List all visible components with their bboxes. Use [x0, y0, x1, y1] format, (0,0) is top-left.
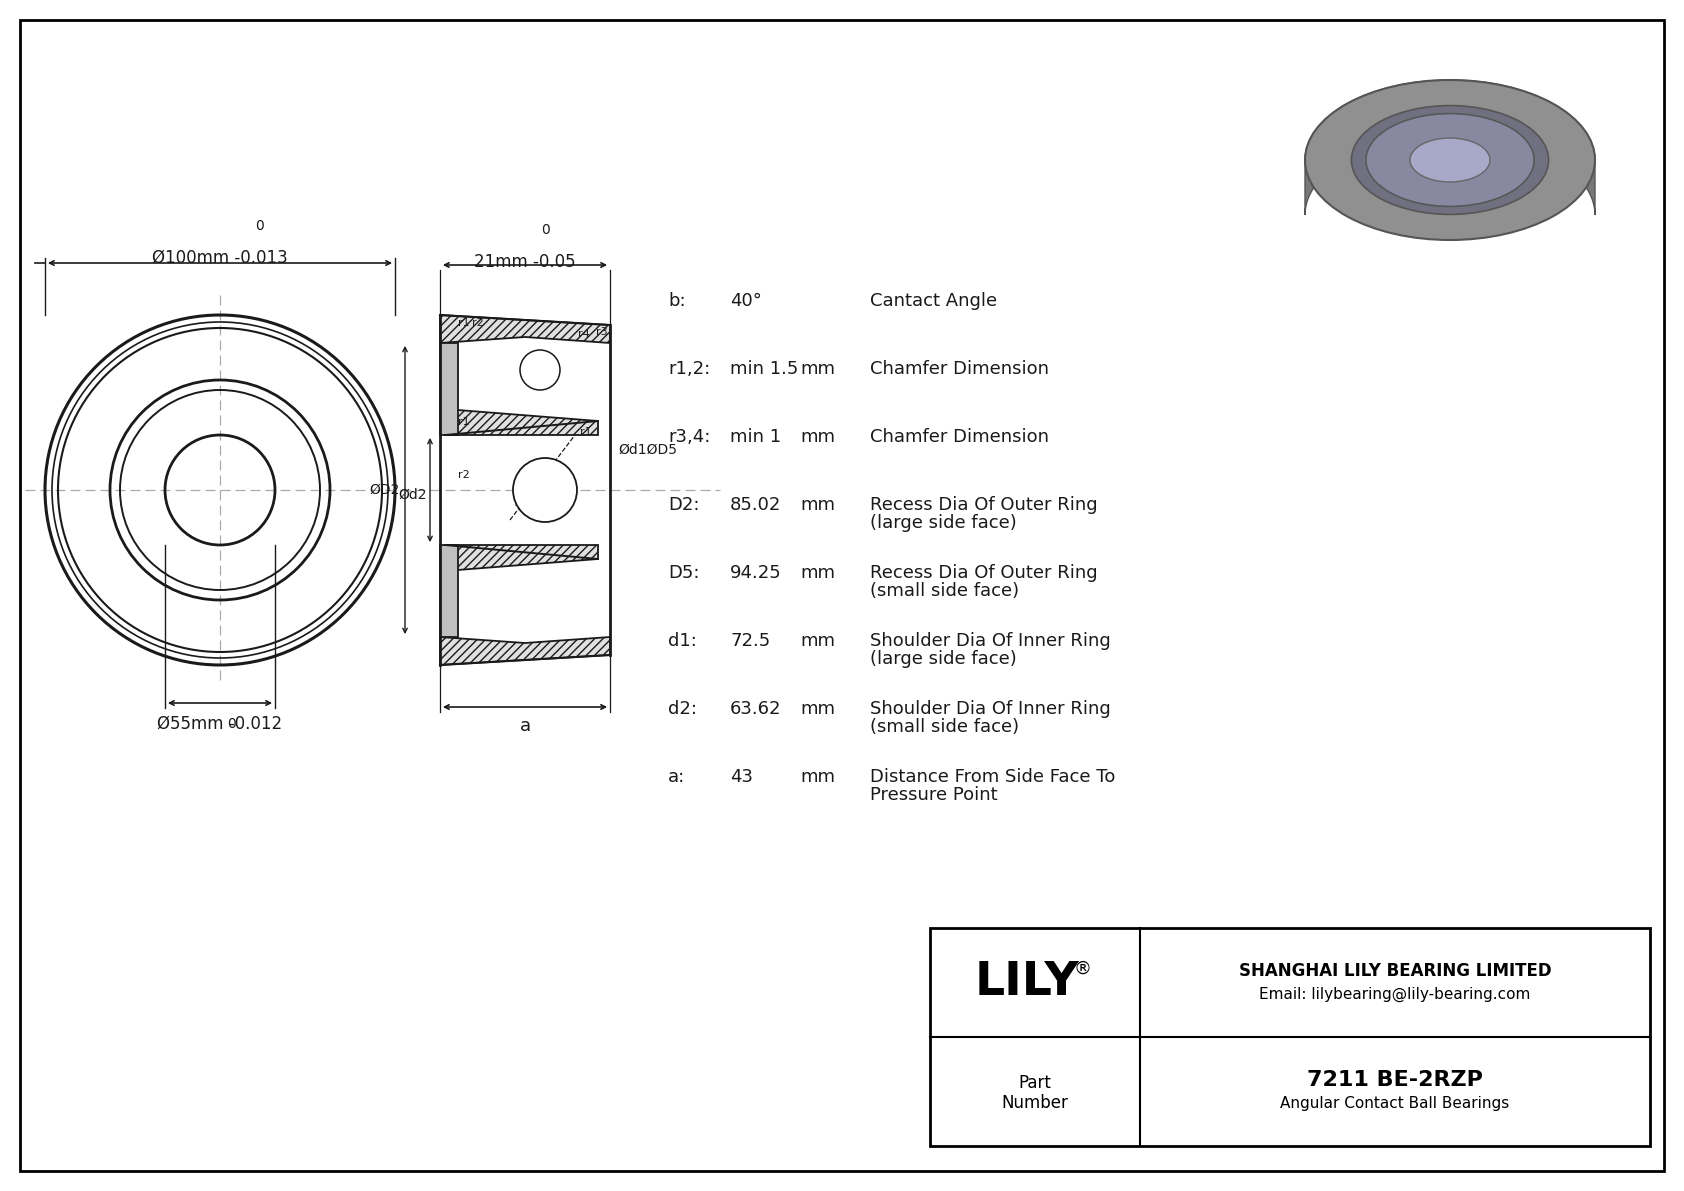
Text: a:: a: — [669, 768, 685, 786]
Text: b:: b: — [669, 292, 685, 310]
Bar — [930, 928, 1650, 1146]
Text: Shoulder Dia Of Inner Ring: Shoulder Dia Of Inner Ring — [871, 632, 1111, 650]
Text: d2:: d2: — [669, 700, 697, 718]
Text: Number: Number — [1002, 1095, 1068, 1112]
Text: 40°: 40° — [729, 292, 761, 310]
Ellipse shape — [1351, 106, 1549, 214]
Text: Email: lilybearing@lily-bearing.com: Email: lilybearing@lily-bearing.com — [1260, 987, 1531, 1002]
Text: min 1.5: min 1.5 — [729, 360, 798, 378]
Text: Cantact Angle: Cantact Angle — [871, 292, 997, 310]
Circle shape — [520, 350, 561, 389]
Text: Chamfer Dimension: Chamfer Dimension — [871, 360, 1049, 378]
Text: Ød1ØD5: Ød1ØD5 — [618, 443, 677, 457]
Ellipse shape — [1366, 113, 1534, 206]
Text: r2: r2 — [472, 318, 483, 328]
Text: Chamfer Dimension: Chamfer Dimension — [871, 428, 1049, 445]
Text: Shoulder Dia Of Inner Ring: Shoulder Dia Of Inner Ring — [871, 700, 1111, 718]
Text: 94.25: 94.25 — [729, 565, 781, 582]
Text: (small side face): (small side face) — [871, 718, 1019, 736]
Text: a: a — [519, 717, 530, 735]
Text: r1: r1 — [579, 428, 591, 437]
Text: 43: 43 — [729, 768, 753, 786]
Text: r3: r3 — [596, 328, 608, 337]
Polygon shape — [1305, 80, 1595, 216]
Text: mm: mm — [800, 700, 835, 718]
Text: LILY: LILY — [975, 960, 1079, 1005]
Circle shape — [514, 459, 578, 522]
Text: 7211 BE-2RZP: 7211 BE-2RZP — [1307, 1070, 1484, 1090]
Polygon shape — [440, 343, 458, 435]
Text: r1: r1 — [458, 318, 470, 328]
Text: 85.02: 85.02 — [729, 495, 781, 515]
Text: mm: mm — [800, 768, 835, 786]
Text: (large side face): (large side face) — [871, 515, 1017, 532]
Text: 0: 0 — [256, 219, 264, 233]
Text: Ød2: Ød2 — [399, 488, 428, 501]
Text: mm: mm — [800, 428, 835, 445]
Text: min 1: min 1 — [729, 428, 781, 445]
Polygon shape — [440, 314, 610, 343]
Text: Part: Part — [1019, 1074, 1051, 1092]
Polygon shape — [445, 409, 598, 435]
Polygon shape — [440, 545, 458, 637]
Text: ØD2: ØD2 — [369, 484, 401, 497]
Text: D5:: D5: — [669, 565, 699, 582]
Text: r4: r4 — [578, 329, 589, 339]
Text: Pressure Point: Pressure Point — [871, 786, 997, 804]
Text: mm: mm — [800, 360, 835, 378]
Polygon shape — [440, 637, 610, 665]
Text: Distance From Side Face To: Distance From Side Face To — [871, 768, 1115, 786]
Text: mm: mm — [800, 495, 835, 515]
Text: Ø55mm -0.012: Ø55mm -0.012 — [157, 715, 283, 732]
Text: r1: r1 — [458, 417, 470, 428]
Text: Ø100mm -0.013: Ø100mm -0.013 — [152, 249, 288, 267]
Text: 21mm -0.05: 21mm -0.05 — [475, 252, 576, 272]
Text: r1,2:: r1,2: — [669, 360, 711, 378]
Text: mm: mm — [800, 565, 835, 582]
Text: (large side face): (large side face) — [871, 650, 1017, 668]
Text: 0: 0 — [227, 717, 236, 731]
Text: (small side face): (small side face) — [871, 582, 1019, 600]
Polygon shape — [445, 545, 598, 570]
Text: D2:: D2: — [669, 495, 699, 515]
Text: d1:: d1: — [669, 632, 697, 650]
Text: Recess Dia Of Outer Ring: Recess Dia Of Outer Ring — [871, 565, 1098, 582]
Text: Angular Contact Ball Bearings: Angular Contact Ball Bearings — [1280, 1096, 1509, 1111]
Text: 0: 0 — [541, 223, 549, 237]
Text: b: b — [515, 498, 522, 509]
Text: r2: r2 — [522, 475, 534, 485]
Ellipse shape — [1305, 80, 1595, 241]
Text: 72.5: 72.5 — [729, 632, 770, 650]
Text: ®: ® — [1073, 960, 1091, 978]
Text: SHANGHAI LILY BEARING LIMITED: SHANGHAI LILY BEARING LIMITED — [1239, 961, 1551, 979]
Text: mm: mm — [800, 632, 835, 650]
Text: 63.62: 63.62 — [729, 700, 781, 718]
Ellipse shape — [1410, 138, 1490, 182]
Text: Recess Dia Of Outer Ring: Recess Dia Of Outer Ring — [871, 495, 1098, 515]
Text: r3,4:: r3,4: — [669, 428, 711, 445]
Polygon shape — [1410, 138, 1490, 216]
Text: r2: r2 — [458, 470, 470, 480]
